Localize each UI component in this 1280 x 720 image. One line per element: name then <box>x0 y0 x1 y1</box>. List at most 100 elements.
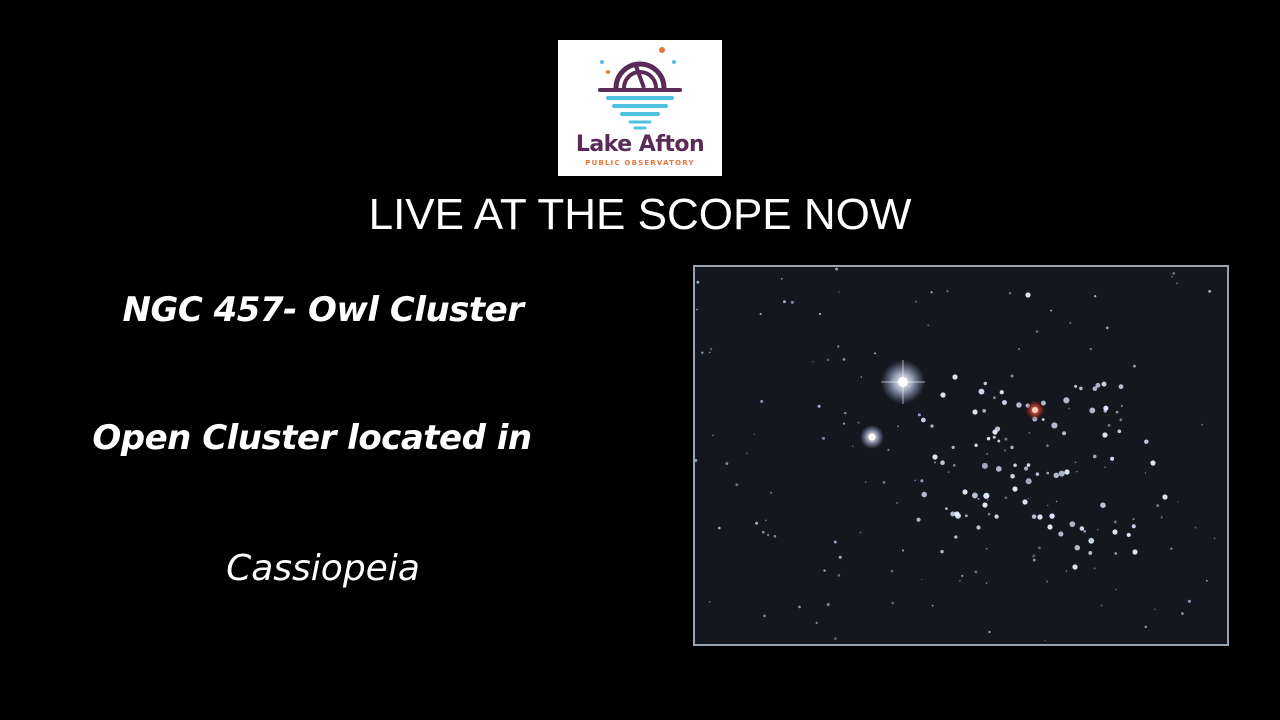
cluster-star <box>954 535 958 539</box>
star <box>1172 271 1176 275</box>
cluster-star <box>1063 397 1070 404</box>
bright-star-core <box>868 433 876 441</box>
star <box>897 425 899 428</box>
star <box>1201 423 1203 426</box>
cluster-star <box>992 429 998 435</box>
cluster-star <box>1095 382 1101 388</box>
cluster-star <box>920 417 926 423</box>
star <box>1028 431 1031 434</box>
star-field-image <box>695 267 1227 644</box>
cluster-star <box>997 439 1001 443</box>
star <box>842 358 846 361</box>
cluster-star <box>1103 405 1109 411</box>
star <box>987 499 989 501</box>
star <box>882 481 886 484</box>
cluster-star <box>1064 469 1070 475</box>
red-star-core <box>1032 407 1038 413</box>
star <box>833 540 837 544</box>
star <box>764 519 767 522</box>
star <box>760 399 764 403</box>
star <box>735 483 739 487</box>
cluster-star <box>921 491 928 498</box>
star <box>1076 471 1078 473</box>
cluster-star <box>992 435 996 439</box>
cluster-star <box>1012 486 1018 492</box>
cluster-star <box>952 374 958 380</box>
star <box>988 630 991 634</box>
cluster-star <box>950 511 956 517</box>
cluster-star <box>983 492 990 499</box>
cluster-star <box>1144 439 1149 444</box>
cluster-star <box>954 511 960 517</box>
star <box>709 351 711 354</box>
cluster-star <box>983 381 987 386</box>
cluster-star <box>962 489 968 495</box>
star <box>873 352 877 355</box>
cluster-star <box>971 492 978 499</box>
star <box>773 534 777 538</box>
cluster-star <box>916 517 921 522</box>
star <box>1027 497 1029 500</box>
star <box>1100 604 1103 607</box>
star <box>1208 289 1212 293</box>
cluster-star <box>1016 402 1022 408</box>
star <box>921 578 923 581</box>
star <box>1132 517 1135 521</box>
star <box>838 291 840 293</box>
cluster-star <box>1092 386 1098 391</box>
star <box>1004 437 1008 441</box>
star <box>842 422 846 425</box>
cluster-star <box>1132 549 1138 555</box>
star <box>1119 418 1123 422</box>
cluster-star <box>1031 514 1037 519</box>
star <box>852 445 854 448</box>
logo-subtitle: PUBLIC OBSERVATORY <box>585 159 695 167</box>
star <box>835 267 839 271</box>
star <box>761 530 765 534</box>
star <box>1105 326 1109 330</box>
star <box>857 421 860 424</box>
star <box>1046 504 1049 507</box>
star <box>914 300 918 303</box>
star <box>709 601 711 603</box>
star <box>1154 608 1156 611</box>
cluster-star <box>1069 521 1076 528</box>
star <box>1096 528 1099 531</box>
star <box>712 434 714 437</box>
star <box>1093 567 1096 570</box>
star <box>1094 295 1097 298</box>
star <box>934 461 936 464</box>
star <box>1055 500 1058 503</box>
star <box>1065 570 1068 572</box>
cluster-star <box>1025 292 1031 298</box>
cluster-star <box>1047 524 1053 530</box>
star <box>755 521 759 525</box>
star <box>783 300 786 304</box>
star <box>901 549 905 552</box>
cluster-star <box>1102 432 1108 438</box>
star <box>1133 364 1136 368</box>
cluster-star <box>1072 564 1078 570</box>
star <box>770 491 773 494</box>
star <box>896 501 899 504</box>
cluster-star <box>1058 531 1064 537</box>
star <box>890 569 894 573</box>
star <box>1104 466 1106 468</box>
cluster-star <box>1049 513 1055 519</box>
star <box>1177 501 1179 503</box>
star <box>1037 546 1041 550</box>
headline: LIVE AT THE SCOPE NOW <box>368 190 912 239</box>
star <box>977 497 980 500</box>
star <box>1205 579 1208 582</box>
star <box>859 531 862 534</box>
star <box>985 547 988 550</box>
star <box>1032 558 1036 562</box>
star <box>1044 639 1046 642</box>
cluster-star <box>981 462 988 469</box>
star <box>695 458 698 462</box>
star <box>961 574 964 577</box>
star <box>718 526 721 530</box>
star <box>1068 407 1070 410</box>
star <box>1008 291 1012 295</box>
star <box>815 621 818 625</box>
